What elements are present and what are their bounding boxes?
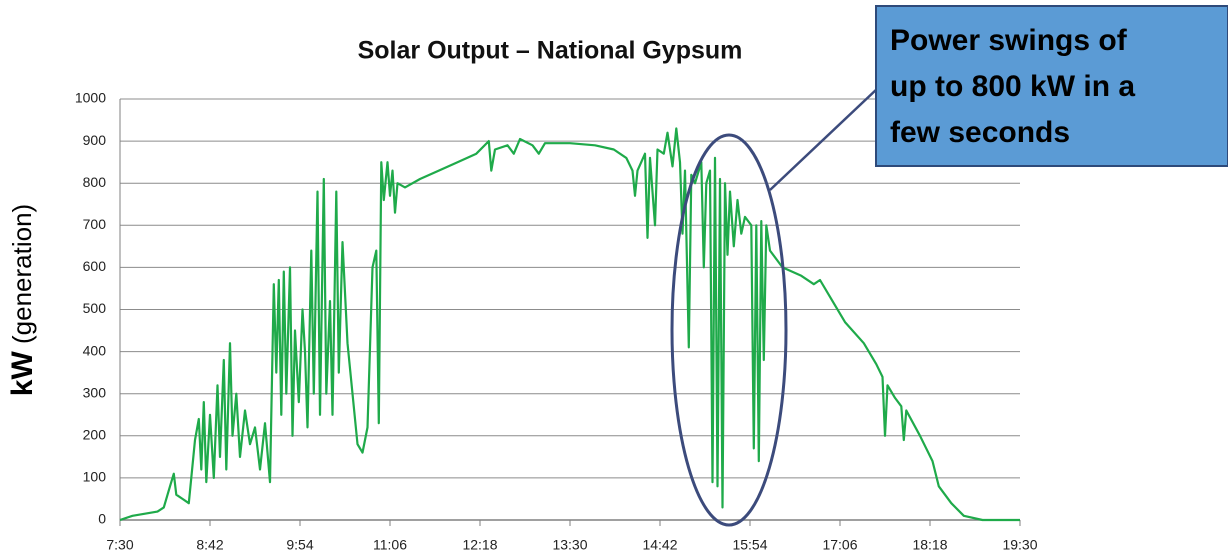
y-tick-label: 800: [83, 174, 107, 190]
x-tick-label: 15:54: [732, 537, 767, 553]
y-tick-label: 200: [83, 427, 107, 443]
x-tick-label: 8:42: [196, 537, 223, 553]
x-tick-label: 17:06: [822, 537, 857, 553]
callout-line: few seconds: [890, 116, 1070, 149]
x-tick-label: 11:06: [373, 537, 407, 553]
callout-connector: [770, 88, 878, 190]
y-tick-label: 900: [83, 132, 107, 148]
x-tick-label: 18:18: [912, 537, 947, 553]
y-unit: kW: [6, 351, 39, 397]
chart-title: Solar Output – National Gypsum: [358, 37, 743, 65]
y-tick-label: 600: [83, 258, 107, 274]
data-line: [120, 129, 1020, 521]
chart: Solar Output – National Gypsum kW (gener…: [0, 0, 1228, 558]
x-tick-label: 12:18: [462, 537, 497, 553]
y-tick-label: 400: [83, 342, 107, 358]
y-label-text: (generation): [7, 204, 37, 344]
callout-line: Power swings of: [890, 24, 1128, 57]
y-tick-label: 700: [83, 216, 107, 232]
y-axis-label: kW (generation): [6, 204, 39, 396]
x-tick-label: 19:30: [1002, 537, 1037, 553]
y-tick-label: 1000: [75, 90, 106, 106]
x-tick-label: 13:30: [552, 537, 587, 553]
x-tick-label: 9:54: [286, 537, 313, 553]
y-tick-label: 500: [83, 300, 107, 316]
y-tick-label: 0: [98, 511, 106, 527]
x-tick-label: 14:42: [642, 537, 677, 553]
x-tick-label: 7:30: [106, 537, 133, 553]
callout-line: up to 800 kW in a: [890, 70, 1135, 103]
y-tick-label: 100: [83, 469, 107, 485]
y-tick-label: 300: [83, 384, 107, 400]
